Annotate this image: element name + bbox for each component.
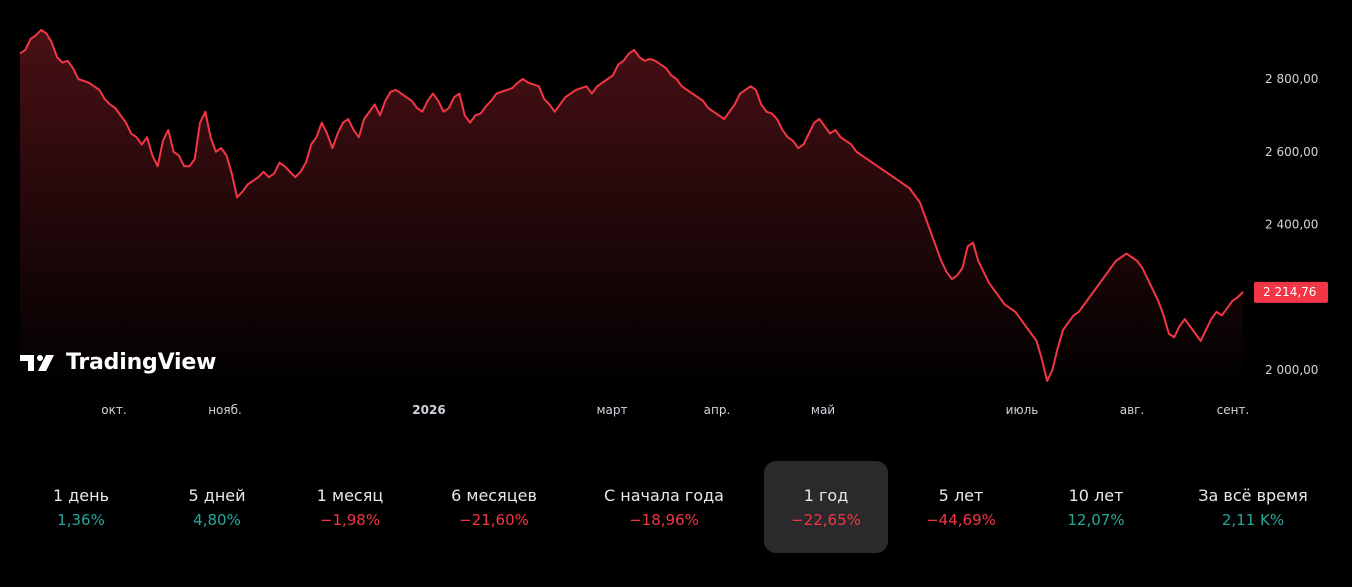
x-tick-label: март [596, 403, 627, 417]
period-label: 10 лет [1068, 485, 1124, 505]
period-change-value: 2,11 K% [1221, 510, 1285, 529]
period-label: С начала года [604, 485, 724, 505]
y-tick-label: 2 400,00 [1265, 218, 1318, 232]
x-tick-label: нояб. [208, 403, 242, 417]
period-button[interactable]: 6 месяцев −21,60% [432, 461, 556, 553]
price-area-fill [20, 29, 1243, 386]
period-change-value: −22,65% [791, 510, 861, 529]
x-tick-label: май [811, 403, 835, 417]
x-tick-label: авг. [1120, 403, 1145, 417]
period-selector: 1 день 1,36% 5 дней 4,80% 1 месяц −1,98% 6 мес… [0, 461, 1352, 553]
period-button[interactable]: 1 день 1,36% [19, 461, 143, 553]
period-label: 1 день [52, 485, 110, 505]
period-button[interactable]: 1 год −22,65% [764, 461, 888, 553]
period-button[interactable]: За всё время 2,11 K% [1191, 461, 1315, 553]
period-button[interactable]: С начала года −18,96% [602, 461, 726, 553]
period-label: 1 месяц [316, 485, 384, 505]
price-chart[interactable]: 2 800,00 2 600,00 2 400,00 2 000,00 окт. ноя… [0, 0, 1352, 430]
last-price-tag-bg [1254, 281, 1328, 303]
y-tick-label: 2 600,00 [1265, 145, 1318, 159]
period-change-value: −44,69% [926, 510, 996, 529]
period-change-value: −18,96% [629, 510, 699, 529]
period-change-value: 4,80% [193, 510, 241, 529]
y-tick-label: 2 800,00 [1265, 72, 1318, 86]
period-label: 1 год [803, 485, 849, 505]
last-price-label: 2 214,76 [1263, 285, 1316, 299]
x-axis: окт. нояб. 2026 март апр. май июль авг. сент. [101, 403, 1249, 417]
y-tick-label: 2 000,00 [1265, 363, 1318, 377]
period-button[interactable]: 10 лет 12,07% [1034, 461, 1158, 553]
x-tick-label: июль [1006, 403, 1039, 417]
period-change-value: −1,98% [319, 510, 381, 529]
tradingview-logo-text: TradingView [66, 350, 217, 375]
period-label: 5 дней [188, 485, 246, 505]
period-label: 5 лет [938, 485, 984, 505]
period-button[interactable]: 5 лет −44,69% [899, 461, 1023, 553]
price-line [19, 28, 1244, 382]
x-tick-label: сент. [1217, 403, 1250, 417]
period-change-value: 1,36% [57, 510, 105, 529]
period-label: 6 месяцев [451, 485, 537, 505]
last-price-tag: 2 214,76 [1254, 281, 1328, 303]
period-change-value: −21,60% [459, 510, 529, 529]
x-tick-label: апр. [704, 403, 731, 417]
y-axis: 2 800,00 2 600,00 2 400,00 2 000,00 [1265, 72, 1318, 377]
tradingview-logo: TradingView [20, 350, 216, 375]
tradingview-logo-icon [20, 354, 54, 371]
period-label: За всё время [1198, 485, 1308, 505]
period-button[interactable]: 5 дней 4,80% [155, 461, 279, 553]
period-change-value: 12,07% [1067, 510, 1125, 529]
x-tick-label: 2026 [412, 403, 445, 417]
period-button[interactable]: 1 месяц −1,98% [288, 461, 412, 553]
x-tick-label: окт. [101, 403, 126, 417]
